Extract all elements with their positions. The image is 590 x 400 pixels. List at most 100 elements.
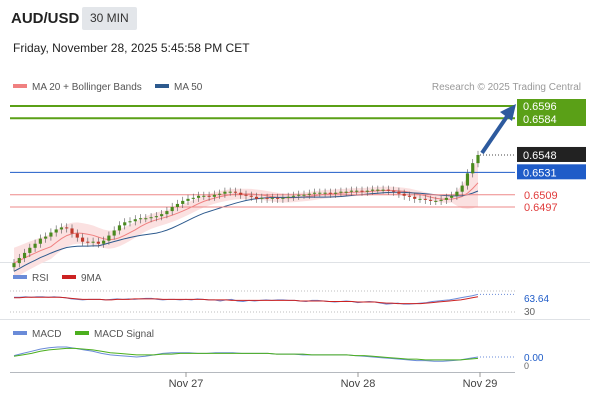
candle-body bbox=[291, 195, 296, 197]
candle-body bbox=[202, 195, 206, 197]
candle-body bbox=[65, 227, 69, 229]
rsi-ma-line bbox=[14, 296, 479, 305]
candle-body bbox=[223, 191, 227, 194]
candle-body bbox=[191, 197, 195, 199]
timeframe-badge[interactable]: 30 MIN bbox=[82, 7, 137, 30]
macd-legend-swatch bbox=[13, 331, 27, 335]
candle-body bbox=[407, 195, 412, 197]
forecast-arrow-shaft bbox=[480, 113, 510, 155]
candle-body bbox=[376, 189, 380, 191]
candle-body bbox=[349, 190, 354, 192]
candle-body bbox=[434, 200, 438, 202]
rsi-legend-swatch bbox=[13, 275, 27, 279]
candle-body bbox=[323, 192, 327, 194]
candle-body bbox=[117, 225, 122, 231]
candle-body bbox=[228, 191, 232, 193]
candle-body bbox=[70, 228, 74, 234]
candle-body bbox=[59, 227, 64, 230]
macd-signal-legend-label: MACD Signal bbox=[94, 329, 154, 340]
candle-body bbox=[107, 235, 111, 241]
candle-body bbox=[165, 211, 169, 215]
candle-body bbox=[444, 197, 448, 200]
candle-body bbox=[413, 196, 417, 199]
candle-body bbox=[175, 203, 180, 207]
macd-value-label: 0.00 bbox=[524, 353, 544, 364]
candle-body bbox=[123, 222, 127, 226]
candle-body bbox=[465, 173, 470, 186]
candle-body bbox=[218, 193, 222, 195]
candle-body bbox=[392, 190, 396, 192]
macd-signal-line bbox=[13, 347, 479, 361]
candle-body bbox=[17, 258, 21, 264]
candle-body bbox=[75, 233, 79, 238]
candle-body bbox=[450, 195, 454, 198]
rsi-tick-30: 30 bbox=[524, 307, 536, 318]
candle-body bbox=[80, 237, 85, 242]
candle-body bbox=[138, 218, 143, 220]
copyright-label: Research © 2025 Trading Central bbox=[432, 82, 581, 93]
datetime-label: Friday, November 28, 2025 5:45:58 PM CET bbox=[13, 41, 250, 55]
candle-body bbox=[460, 185, 464, 192]
candle-body bbox=[286, 196, 290, 198]
candle-body bbox=[28, 247, 32, 253]
candle-body bbox=[386, 189, 390, 191]
rsi-legend-label: RSI bbox=[32, 273, 49, 284]
rsi-panel bbox=[10, 290, 515, 313]
candle-body bbox=[339, 191, 343, 193]
candle-body bbox=[328, 192, 332, 194]
target-level-label: 0.6596 bbox=[523, 101, 557, 113]
rsi-ma-legend-swatch bbox=[62, 275, 76, 279]
support-level-label: 0.6497 bbox=[524, 202, 558, 214]
candle-body bbox=[370, 189, 375, 191]
candle-body bbox=[181, 200, 185, 204]
candle-body bbox=[302, 194, 306, 196]
candle-body bbox=[86, 241, 90, 243]
candle-body bbox=[196, 195, 201, 198]
candle-body bbox=[207, 195, 211, 197]
candle-body bbox=[276, 197, 280, 199]
current-price-label: 0.6548 bbox=[523, 150, 557, 162]
candle-body bbox=[44, 236, 48, 239]
candle-body bbox=[212, 194, 216, 197]
candle-body bbox=[96, 241, 100, 244]
candle-body bbox=[428, 199, 433, 201]
pivot-level-label: 0.6531 bbox=[523, 167, 557, 179]
candle-body bbox=[244, 194, 248, 196]
candle-body bbox=[112, 230, 116, 236]
bollinger-legend-swatch bbox=[13, 84, 27, 88]
candle-body bbox=[312, 192, 317, 194]
candle-body bbox=[360, 190, 364, 192]
bollinger-band bbox=[14, 158, 478, 279]
current-price-tag bbox=[517, 146, 586, 162]
candle-body bbox=[381, 189, 385, 191]
ma50-legend-swatch bbox=[155, 84, 169, 88]
candle-body bbox=[254, 196, 259, 199]
candle-body bbox=[318, 192, 322, 194]
candle-body bbox=[49, 232, 53, 237]
candle-body bbox=[38, 238, 42, 244]
candle-body bbox=[439, 199, 443, 201]
candle-body bbox=[22, 252, 27, 259]
candle-body bbox=[54, 229, 58, 233]
macd-panel bbox=[13, 346, 515, 362]
candle-body bbox=[397, 191, 401, 194]
support-level-label: 0.6509 bbox=[524, 190, 558, 202]
candle-body bbox=[239, 192, 243, 195]
candle-body bbox=[149, 217, 153, 219]
macd-signal-legend-swatch bbox=[75, 331, 89, 335]
candle-body bbox=[455, 191, 459, 196]
symbol-title: AUD/USD bbox=[11, 10, 80, 27]
pivot-level-tag bbox=[517, 164, 586, 180]
x-tick-label: Nov 28 bbox=[341, 378, 376, 390]
target-level-tag bbox=[517, 99, 586, 113]
candle-body bbox=[344, 191, 348, 193]
candle-body bbox=[402, 193, 406, 196]
candle-body bbox=[233, 191, 238, 193]
candle-body bbox=[418, 198, 422, 200]
candle-body bbox=[160, 214, 164, 217]
candle-body bbox=[365, 190, 369, 192]
candle-body bbox=[186, 198, 190, 201]
